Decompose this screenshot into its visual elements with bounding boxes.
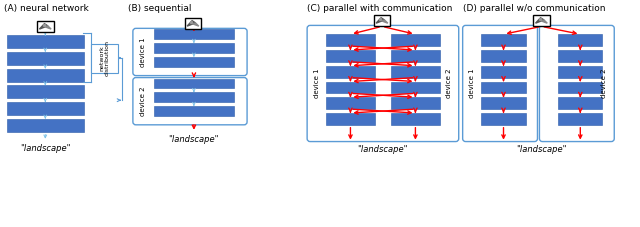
Text: device 1: device 1 (314, 69, 320, 98)
FancyBboxPatch shape (326, 81, 375, 93)
FancyBboxPatch shape (391, 81, 440, 93)
FancyBboxPatch shape (463, 25, 538, 142)
Polygon shape (45, 26, 51, 29)
FancyBboxPatch shape (7, 69, 84, 81)
FancyBboxPatch shape (307, 25, 459, 142)
FancyBboxPatch shape (154, 79, 234, 88)
FancyBboxPatch shape (7, 35, 84, 48)
FancyBboxPatch shape (326, 97, 375, 109)
FancyBboxPatch shape (481, 50, 525, 62)
Text: "landscape": "landscape" (20, 143, 70, 153)
FancyBboxPatch shape (558, 113, 602, 125)
FancyBboxPatch shape (154, 29, 234, 39)
Text: "landscape": "landscape" (516, 145, 567, 153)
FancyBboxPatch shape (7, 119, 84, 132)
Text: device 2: device 2 (602, 69, 607, 98)
FancyBboxPatch shape (7, 52, 84, 65)
FancyBboxPatch shape (326, 50, 375, 62)
Text: device 2: device 2 (140, 86, 146, 116)
FancyBboxPatch shape (391, 97, 440, 109)
FancyBboxPatch shape (481, 113, 525, 125)
Text: device 1: device 1 (140, 37, 146, 67)
Text: "landscape": "landscape" (358, 145, 408, 153)
FancyBboxPatch shape (133, 28, 247, 76)
FancyBboxPatch shape (91, 44, 118, 73)
Polygon shape (536, 18, 544, 23)
Bar (533, 15, 550, 26)
FancyBboxPatch shape (326, 34, 375, 46)
FancyBboxPatch shape (154, 43, 234, 53)
FancyBboxPatch shape (391, 113, 440, 125)
FancyBboxPatch shape (133, 78, 247, 125)
Polygon shape (40, 24, 48, 29)
Bar (37, 21, 54, 32)
FancyBboxPatch shape (540, 25, 614, 142)
FancyBboxPatch shape (481, 34, 525, 46)
FancyBboxPatch shape (481, 66, 525, 78)
FancyBboxPatch shape (391, 66, 440, 78)
FancyBboxPatch shape (326, 113, 375, 125)
Polygon shape (193, 23, 199, 26)
FancyBboxPatch shape (558, 50, 602, 62)
FancyBboxPatch shape (391, 34, 440, 46)
Polygon shape (541, 20, 547, 23)
FancyBboxPatch shape (7, 102, 84, 115)
FancyBboxPatch shape (154, 57, 234, 67)
Polygon shape (376, 18, 385, 23)
FancyBboxPatch shape (391, 50, 440, 62)
Bar (374, 15, 390, 26)
Text: "landscape": "landscape" (169, 135, 219, 144)
Polygon shape (382, 20, 388, 23)
FancyBboxPatch shape (7, 85, 84, 98)
Text: network
distribution: network distribution (99, 40, 109, 76)
FancyBboxPatch shape (558, 66, 602, 78)
FancyBboxPatch shape (154, 92, 234, 102)
Text: (B) sequential: (B) sequential (128, 4, 191, 13)
Bar (184, 18, 202, 29)
Text: (D) parallel w/o communication: (D) parallel w/o communication (463, 4, 605, 13)
FancyBboxPatch shape (154, 106, 234, 116)
Text: (C) parallel with communication: (C) parallel with communication (307, 4, 452, 13)
Text: (A) neural network: (A) neural network (4, 4, 89, 13)
FancyBboxPatch shape (481, 81, 525, 93)
FancyBboxPatch shape (558, 97, 602, 109)
FancyBboxPatch shape (481, 97, 525, 109)
Text: device 1: device 1 (470, 69, 476, 98)
Polygon shape (187, 21, 195, 26)
FancyBboxPatch shape (326, 66, 375, 78)
FancyBboxPatch shape (558, 34, 602, 46)
FancyBboxPatch shape (558, 81, 602, 93)
Text: device 2: device 2 (446, 69, 452, 98)
